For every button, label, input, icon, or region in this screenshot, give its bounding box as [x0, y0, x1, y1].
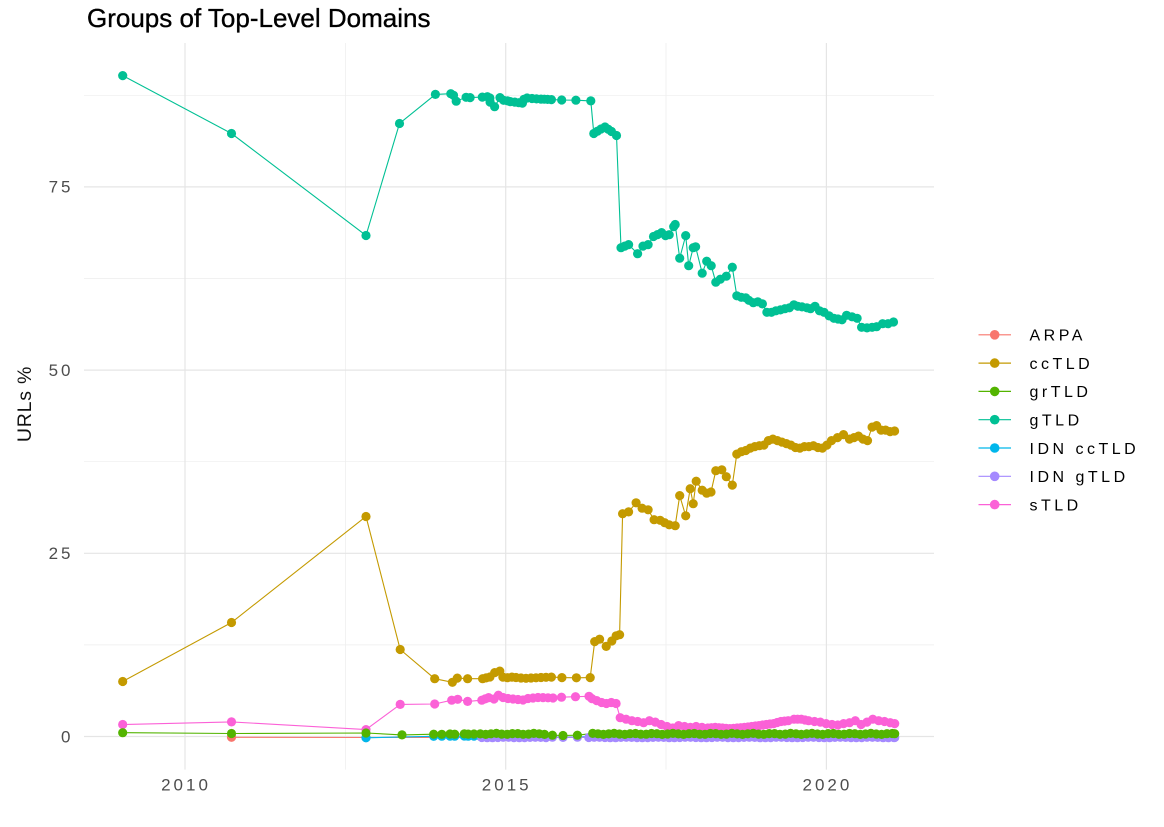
- svg-text:sTLD: sTLD: [1030, 497, 1082, 514]
- svg-text:25: 25: [49, 544, 74, 563]
- svg-text:Groups of Top-Level Domains: Groups of Top-Level Domains: [87, 3, 430, 33]
- svg-text:2015: 2015: [482, 776, 532, 795]
- svg-text:75: 75: [49, 178, 74, 197]
- svg-text:URLs %: URLs %: [14, 366, 36, 442]
- svg-text:50: 50: [49, 361, 74, 380]
- svg-text:ccTLD: ccTLD: [1030, 356, 1094, 373]
- svg-text:ARPA: ARPA: [1030, 328, 1086, 345]
- svg-text:IDN ccTLD: IDN ccTLD: [1030, 441, 1140, 458]
- svg-text:2020: 2020: [802, 776, 852, 795]
- svg-text:grTLD: grTLD: [1030, 384, 1092, 401]
- svg-text:IDN gTLD: IDN gTLD: [1030, 469, 1129, 486]
- svg-text:0: 0: [61, 727, 73, 746]
- svg-text:gTLD: gTLD: [1030, 413, 1083, 430]
- svg-text:2010: 2010: [161, 776, 211, 795]
